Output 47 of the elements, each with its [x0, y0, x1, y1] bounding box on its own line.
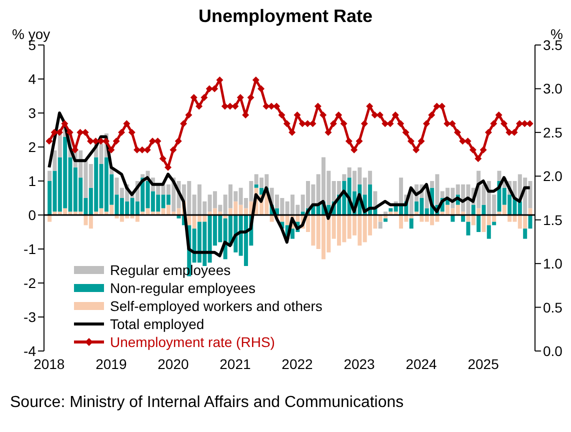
bar [409, 218, 414, 229]
line-series [48, 112, 532, 258]
y2-tick-label: 0.5 [543, 299, 563, 316]
legend-label: Self-employed workers and others [110, 297, 322, 315]
bar [482, 204, 486, 215]
y-tick-label: -2 [24, 274, 36, 291]
bar [523, 228, 528, 239]
y-tick-label: -1 [24, 240, 36, 257]
legend-label: Non-regular employees [110, 279, 256, 297]
chart-title: Unemployment Rate [197, 6, 374, 27]
y-tick-label: 2 [28, 138, 36, 155]
bar [384, 218, 388, 222]
bar [378, 222, 382, 229]
bar [476, 215, 481, 232]
source-note: Source: Ministry of Internal Affairs and Communications [10, 394, 404, 412]
y-axis-title: % yoy [12, 26, 50, 42]
legend-label: Unemployment rate (RHS) [110, 333, 275, 351]
bar [471, 204, 476, 215]
y2-tick-label: 2.5 [543, 124, 563, 140]
x-tick-label: 2023 [344, 356, 376, 372]
bar [486, 225, 491, 239]
y-tick-label: 4 [28, 70, 36, 87]
bar [528, 215, 532, 229]
x-tick-label: 2020 [158, 356, 189, 372]
x-tick-label: 2024 [406, 356, 438, 372]
x-tick-label: 2022 [282, 356, 314, 372]
y-tick-label: -3 [24, 308, 36, 325]
bar [476, 208, 481, 215]
y2-tick-label: 2.0 [543, 168, 563, 184]
x-tick-label: 2025 [468, 356, 500, 372]
bar [48, 170, 52, 181]
y2-tick-label: 3.0 [543, 80, 563, 97]
y-tick-label: 0 [28, 206, 36, 223]
x-tick-label: 2021 [220, 356, 252, 372]
bar [528, 208, 532, 215]
bar [497, 170, 502, 181]
y-tick-label: 1 [28, 172, 36, 189]
x-tick-label: 2018 [34, 356, 65, 372]
y2-tick-label: 1.5 [543, 212, 563, 228]
x-tick-label: 2019 [96, 356, 127, 372]
y2-tick-label: 0.0 [543, 342, 563, 359]
bar [466, 222, 470, 236]
y-tick-label: -4 [24, 342, 36, 359]
legend-label: Total employed [110, 315, 204, 333]
bar [254, 184, 258, 188]
y-tick-label: 3 [28, 104, 36, 121]
y2-tick-label: 1.0 [543, 256, 563, 272]
